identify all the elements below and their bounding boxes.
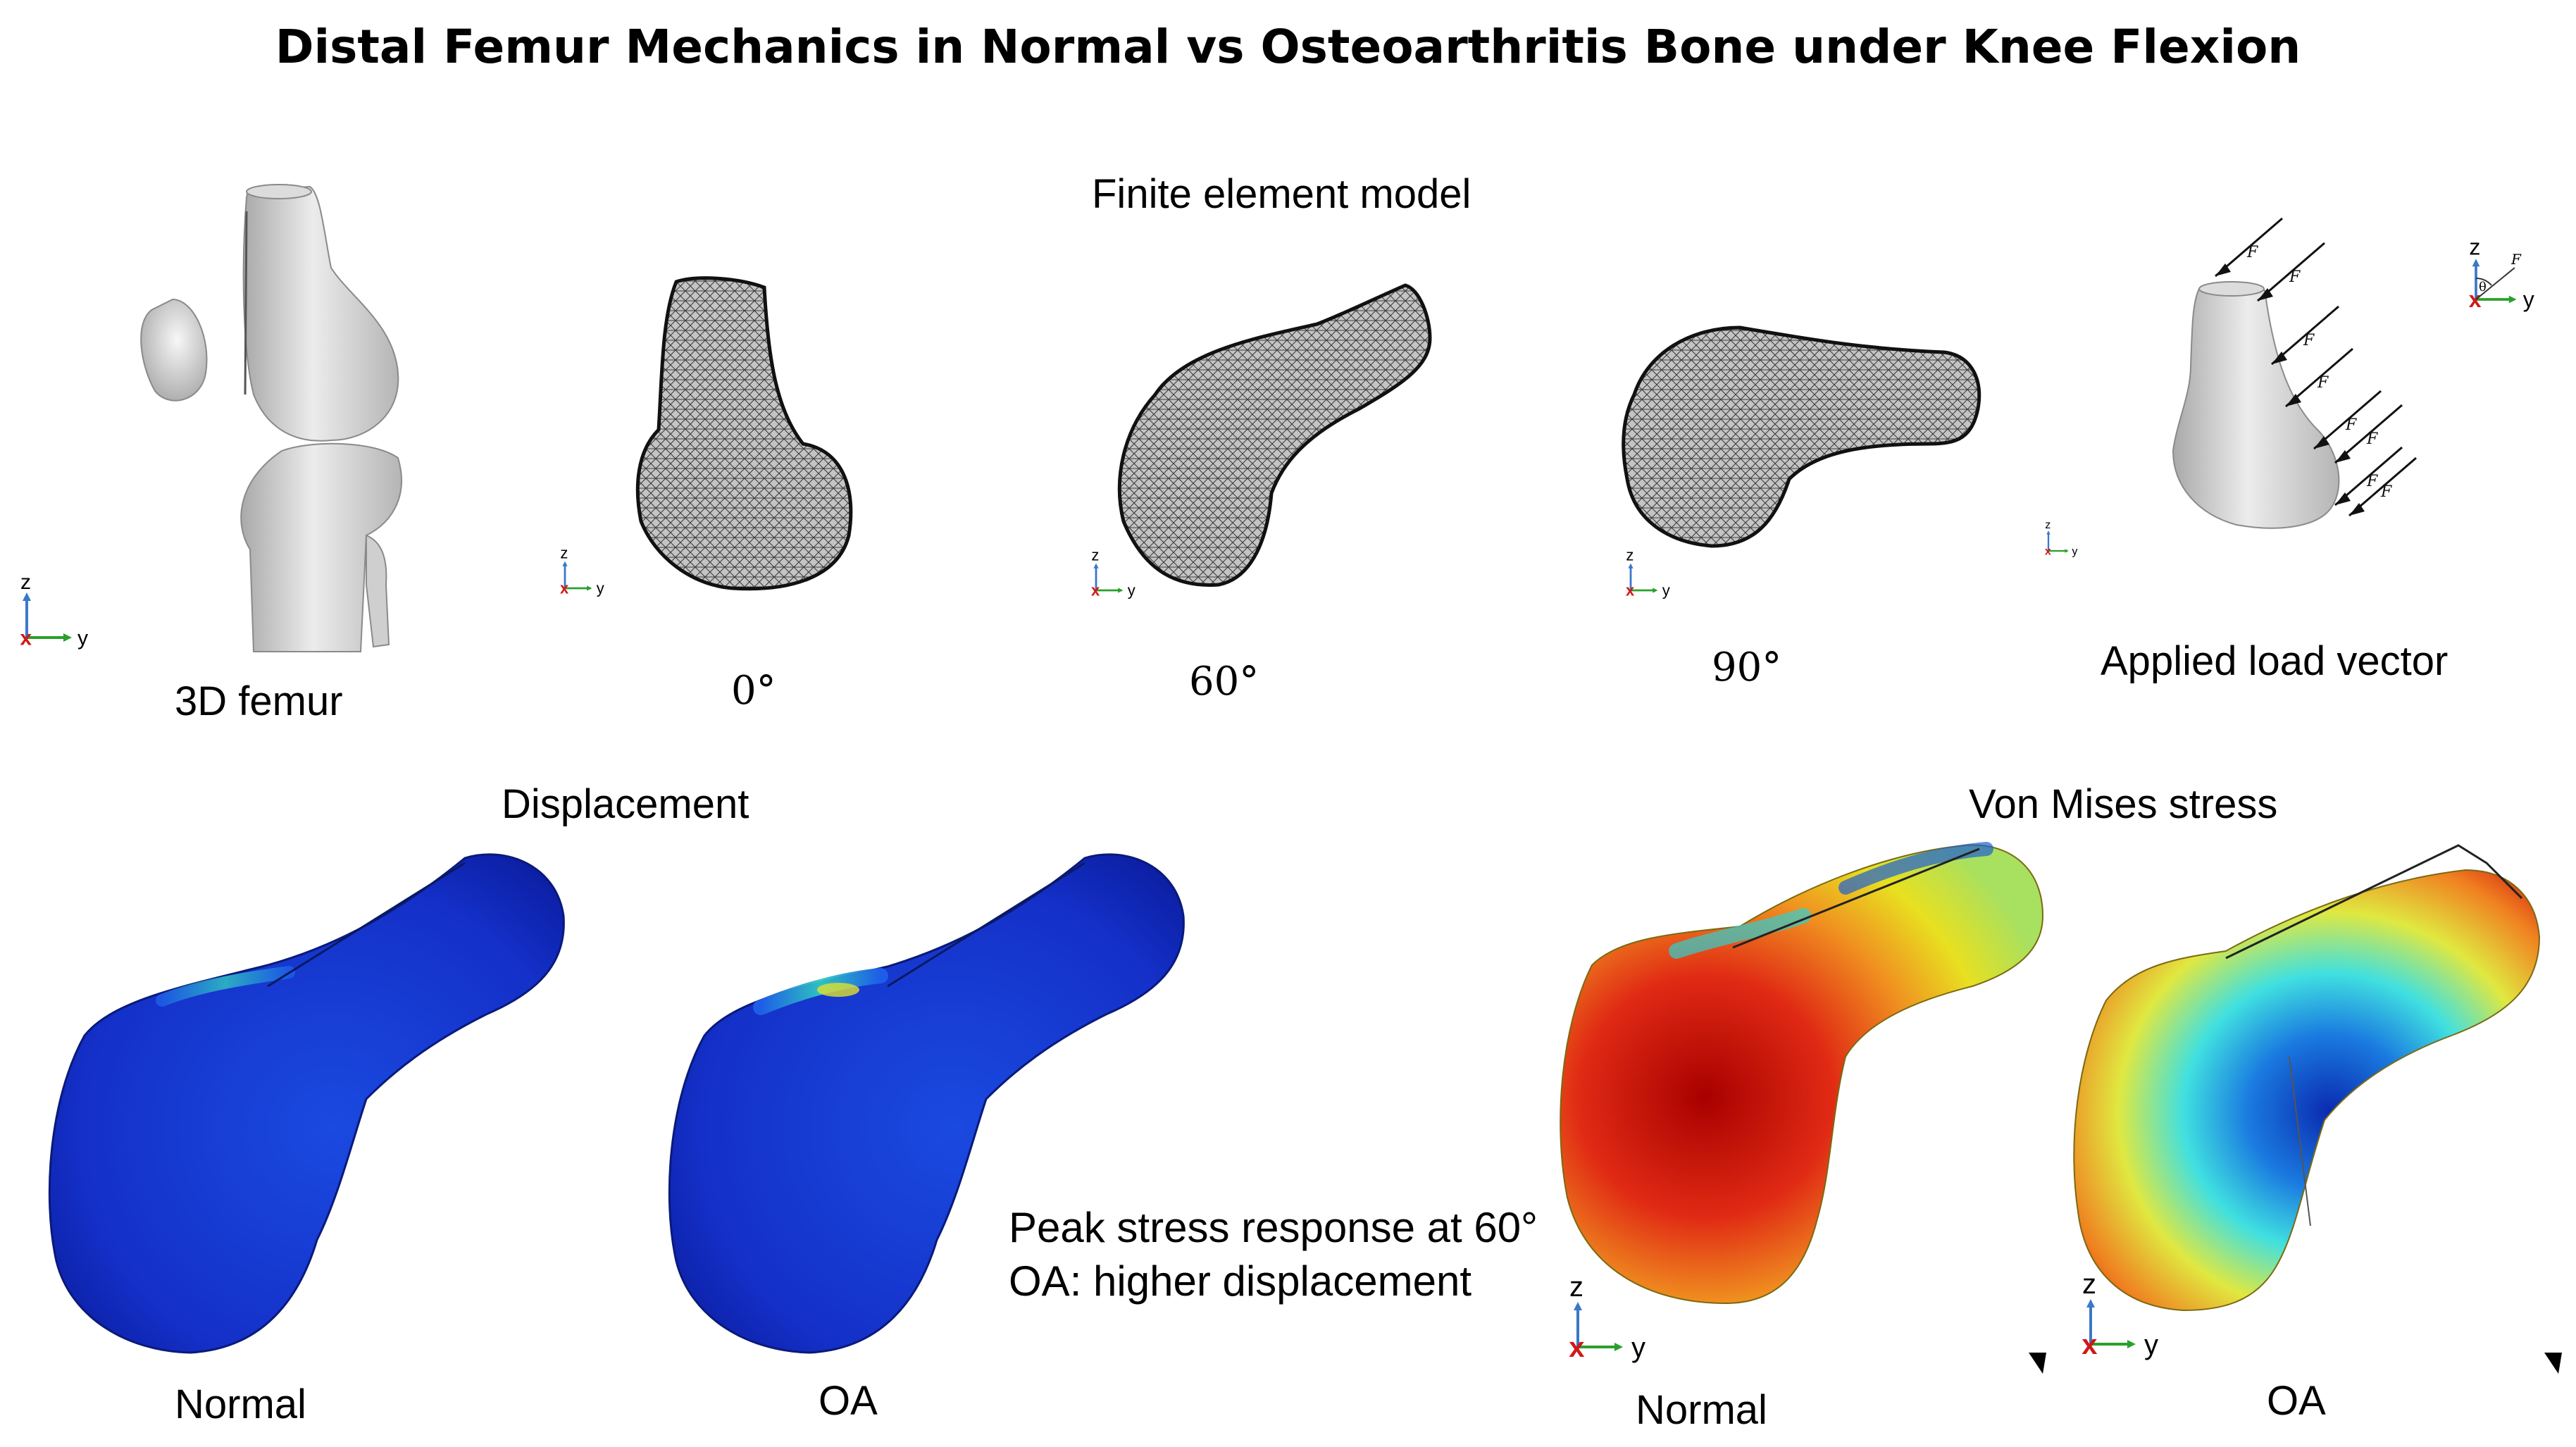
axis-label-x: x [1569, 1332, 1584, 1363]
axis-label-z: z [2469, 234, 2480, 259]
stress-oa-shape [2073, 869, 2541, 1312]
axis-label-z: z [1569, 1272, 1583, 1303]
load-symbol: F [2246, 244, 2258, 261]
axis-label-z: z [1626, 546, 1634, 564]
label-3d-femur: 3D femur [175, 678, 343, 724]
load-symbol: F [2380, 483, 2392, 501]
load-arrow: F [2348, 457, 2417, 517]
axis-label-x: x [20, 627, 32, 650]
angle-theta: θ [2479, 280, 2487, 294]
corner-marker-normal [2029, 1353, 2046, 1374]
load-symbol: F [2303, 332, 2315, 349]
load-symbol: F [2317, 374, 2329, 392]
axis-label-y: y [2144, 1329, 2158, 1360]
label-disp-oa: OA [819, 1378, 878, 1424]
mesh-60deg [1117, 283, 1432, 587]
section-fe-model: Finite element model [1092, 171, 1471, 217]
load-arrow: F [2215, 217, 2283, 278]
axis-triad: z y x [2082, 1269, 2158, 1360]
load-femur [2172, 281, 2340, 529]
stress-normal-shape [1560, 844, 2044, 1305]
label-angle-0: 0° [731, 668, 776, 714]
axis-triad: z y x [2045, 519, 2078, 557]
axis-label-x: x [1091, 582, 1100, 600]
axis-label-x: x [2045, 546, 2051, 558]
tibia-shape [240, 442, 402, 652]
corner-marker-oa [2544, 1353, 2562, 1374]
axis-label-y: y [2072, 546, 2077, 558]
knee-assembly-3d [140, 184, 402, 652]
label-stress-normal: Normal [1636, 1387, 1767, 1433]
note-line-2: OA: higher displacement [1009, 1257, 1472, 1305]
axis-triad: z y xθ F [2469, 234, 2534, 312]
axis-label-x: x [2469, 287, 2482, 312]
mesh-90deg-shape [1622, 325, 1981, 548]
axis-label-y: y [597, 580, 604, 597]
axis-triad: z y x [1091, 546, 1135, 599]
axis-label-z: z [560, 544, 568, 561]
stress-normal-shape-group [1560, 842, 2044, 1305]
axis-label-z: z [2082, 1269, 2096, 1300]
disp-normal-shape [48, 853, 565, 1354]
triad-load-symbol: F [2510, 251, 2522, 268]
axis-label-y: y [77, 627, 88, 650]
stress-oa-shape-group [2073, 844, 2541, 1312]
axis-triad: z y x [1626, 546, 1670, 599]
disp-oa-shape-group [668, 853, 1185, 1354]
label-angle-90: 90° [1712, 645, 1782, 690]
axis-label-z: z [1091, 546, 1099, 564]
axis-label-y: y [1662, 582, 1670, 600]
load-arrow: F [2334, 446, 2403, 507]
load-symbol: F [2366, 473, 2378, 490]
mesh-90deg [1622, 325, 1981, 548]
axis-triad: z y x [20, 571, 88, 650]
load-femur-shape [2172, 282, 2340, 529]
section-von-mises: Von Mises stress [1969, 781, 2278, 827]
load-symbol: F [2345, 416, 2357, 434]
note-line-1: Peak stress response at 60° [1009, 1204, 1538, 1251]
axis-label-x: x [1626, 582, 1635, 600]
label-applied-load: Applied load vector [2101, 638, 2449, 684]
load-symbol: F [2289, 268, 2301, 286]
fibula-shape [366, 534, 390, 648]
femur-shape [242, 185, 399, 442]
load-arrow: F [2257, 242, 2325, 302]
figure-title: Distal Femur Mechanics in Normal vs Oste… [275, 20, 2301, 74]
axis-label-z: z [2045, 519, 2051, 531]
mesh-0deg-shape [635, 276, 853, 591]
axis-label-y: y [1128, 582, 1135, 600]
load-arrow: F [2271, 305, 2339, 366]
load-arrow: F [2313, 390, 2382, 450]
axis-triad: z y x [560, 544, 604, 597]
mesh-0deg [635, 276, 853, 591]
axis-label-y: y [2523, 287, 2534, 312]
axis-triad: z y x [1569, 1272, 1645, 1363]
label-stress-oa: OA [2267, 1378, 2326, 1424]
axis-label-y: y [1631, 1332, 1645, 1363]
disp-normal-shape-group [48, 853, 565, 1354]
load-arrow: F [2285, 347, 2353, 408]
axis-label-x: x [2082, 1329, 2097, 1360]
label-angle-60: 60° [1189, 659, 1259, 704]
label-disp-normal: Normal [175, 1381, 306, 1427]
section-displacement: Displacement [502, 781, 749, 827]
load-arrow: F [2334, 404, 2403, 464]
load-symbol: F [2366, 430, 2378, 448]
axis-label-z: z [20, 571, 31, 594]
patella-shape [140, 298, 208, 402]
axis-label-x: x [560, 580, 569, 597]
mesh-60deg-shape [1117, 283, 1432, 587]
disp-oa-shape [668, 853, 1185, 1354]
note-text: Peak stress response at 60° OA: higher d… [1009, 1201, 1538, 1308]
